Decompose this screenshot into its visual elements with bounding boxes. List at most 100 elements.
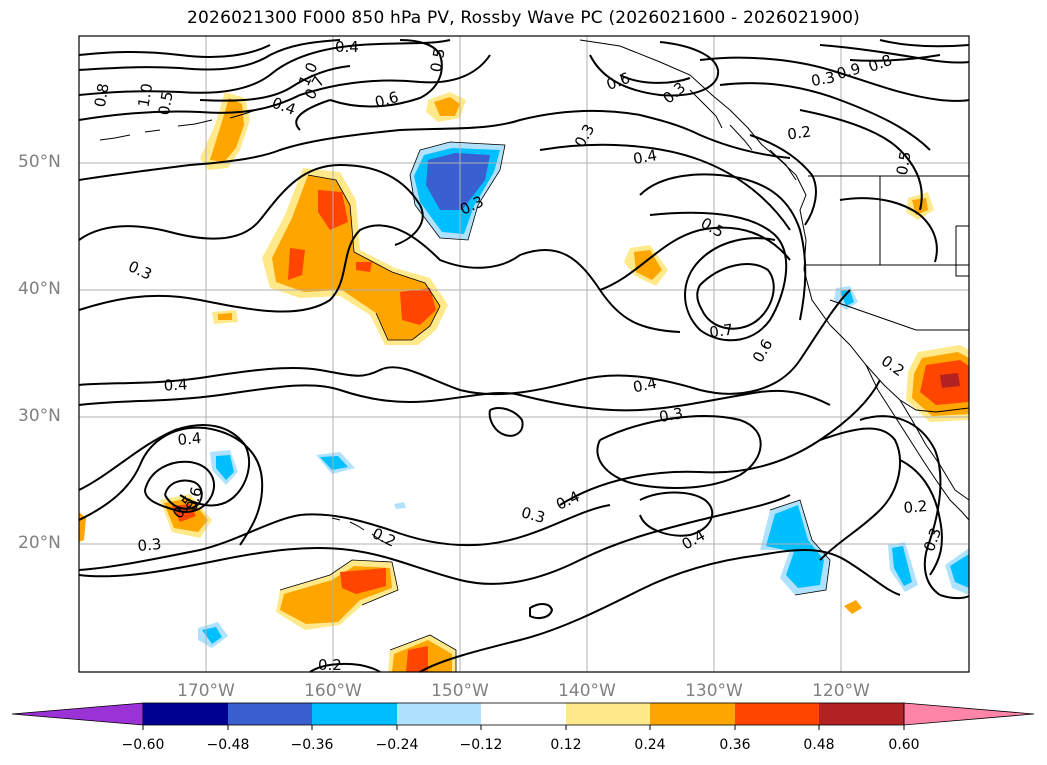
contour-line [699,56,970,102]
contour-label: 0.3 [519,503,547,527]
contour-line [419,554,761,673]
shade-pos-west-small-core [218,313,232,320]
shade-neg-hawaii-north-core [216,455,234,480]
map-gridlines [79,36,969,672]
lon-label-130w: 130°W [685,681,743,701]
shade-pos-central-core2 [288,248,305,280]
contour-label: 0.5 [155,90,177,117]
contour-line [309,662,381,673]
contour-label: 0.4 [631,374,658,397]
contour-line [199,65,351,102]
contour-label: 0.5 [427,47,449,74]
contour-line [78,426,264,546]
contour-label: 0.6 [182,485,206,513]
contour-line [78,504,611,571]
colorbar-tick-label: −0.36 [290,737,334,753]
colorbar-segment [397,703,481,725]
contour-line [539,143,791,231]
shade-pos-tiny [844,600,862,614]
colorbar-segment [481,703,566,725]
contour-line [649,211,788,342]
contour-label: 0.4 [335,38,359,56]
contour-line [639,173,807,321]
colorbar-segment [312,703,397,725]
contour-label: 0.3 [137,535,162,555]
coastline-hawaii-1 [331,517,389,545]
colorbar-extend-high [903,702,1035,726]
contour-line [529,603,554,619]
colorbar-segment [650,703,735,725]
shade-outlines [279,141,831,672]
shade-neg-southwest-core [202,627,222,644]
contour-line [488,407,524,437]
shade-neg-mid-core [320,456,348,470]
lon-label-170w: 170°W [177,681,235,701]
colorbar-tick-label: −0.24 [375,737,419,753]
colorbar-frame [142,702,905,726]
colorbar-segment [566,703,650,725]
colorbar-segment [819,703,904,725]
map-frame [78,35,970,673]
lat-label-40n: 40°N [18,279,61,299]
contour-line [849,54,941,62]
shade-outline [409,141,506,241]
contour-line [819,427,901,561]
shade-pos-central-core3 [400,288,436,325]
border-state-4 [955,225,969,277]
colorbar-tick-label: −0.12 [459,737,503,753]
contour-line [78,54,491,121]
shade-neg-tiny [394,502,406,509]
shade-pos-south-core [340,568,386,594]
contour-line [559,379,881,506]
contour-label: 0.3 [810,68,837,90]
contour-line [819,44,970,64]
contour-line [78,44,271,58]
shade-pos-central-core4 [356,262,372,272]
contour-line [164,479,203,510]
contour-line [719,82,931,151]
contour-line [859,415,942,596]
contour-label: 1.0 [134,82,156,109]
shade-outline [389,634,457,672]
contour-line [639,491,714,537]
colorbar-extend-low [11,702,144,726]
coastline-mexico-gulf [899,399,970,501]
contour-line [78,109,641,181]
contour-label: 0.9 [835,59,863,83]
coastline-baja [865,364,970,521]
shade-outline [279,559,399,606]
negative-anomaly-shading [198,142,969,648]
shade-neg-southeast-core [892,546,912,586]
contour-label: 0.2 [318,656,342,674]
shade-outline [307,174,441,341]
shade-pos-aleutian-core [210,98,244,162]
lat-label-30n: 30°N [18,406,61,426]
contour-line [78,424,250,507]
contour-line [78,224,681,333]
contour-line [329,39,443,108]
contour-label: 0.2 [786,122,812,143]
contour-line [589,41,720,97]
contour-label: 0.3 [658,404,685,426]
contour-label: 0.7 [708,320,734,341]
contour-line [144,460,215,513]
colorbar-tick-label: 0.60 [888,737,920,753]
colorbar-tick-label: 0.36 [719,737,751,753]
shade-pos-north-core [434,97,460,116]
shade-pos-mid-core [634,250,662,280]
colorbar [11,702,1035,730]
contour-line [619,74,691,84]
shade-neg-north-core [426,153,490,210]
contour-label: 0.4 [177,429,202,449]
contour-label: 0.4 [163,375,188,394]
shade-pos-baja-peak [940,373,960,388]
lat-label-50n: 50°N [18,152,61,172]
shade-neg-oregon-core [840,290,854,306]
colorbar-tick-label: 0.24 [634,737,666,753]
lon-label-120w: 120°W [812,681,870,701]
colorbar-tick-marks [142,725,905,730]
contour-line [78,163,424,246]
shade-pos-bottom-core [406,646,428,672]
contour-line [78,494,791,585]
